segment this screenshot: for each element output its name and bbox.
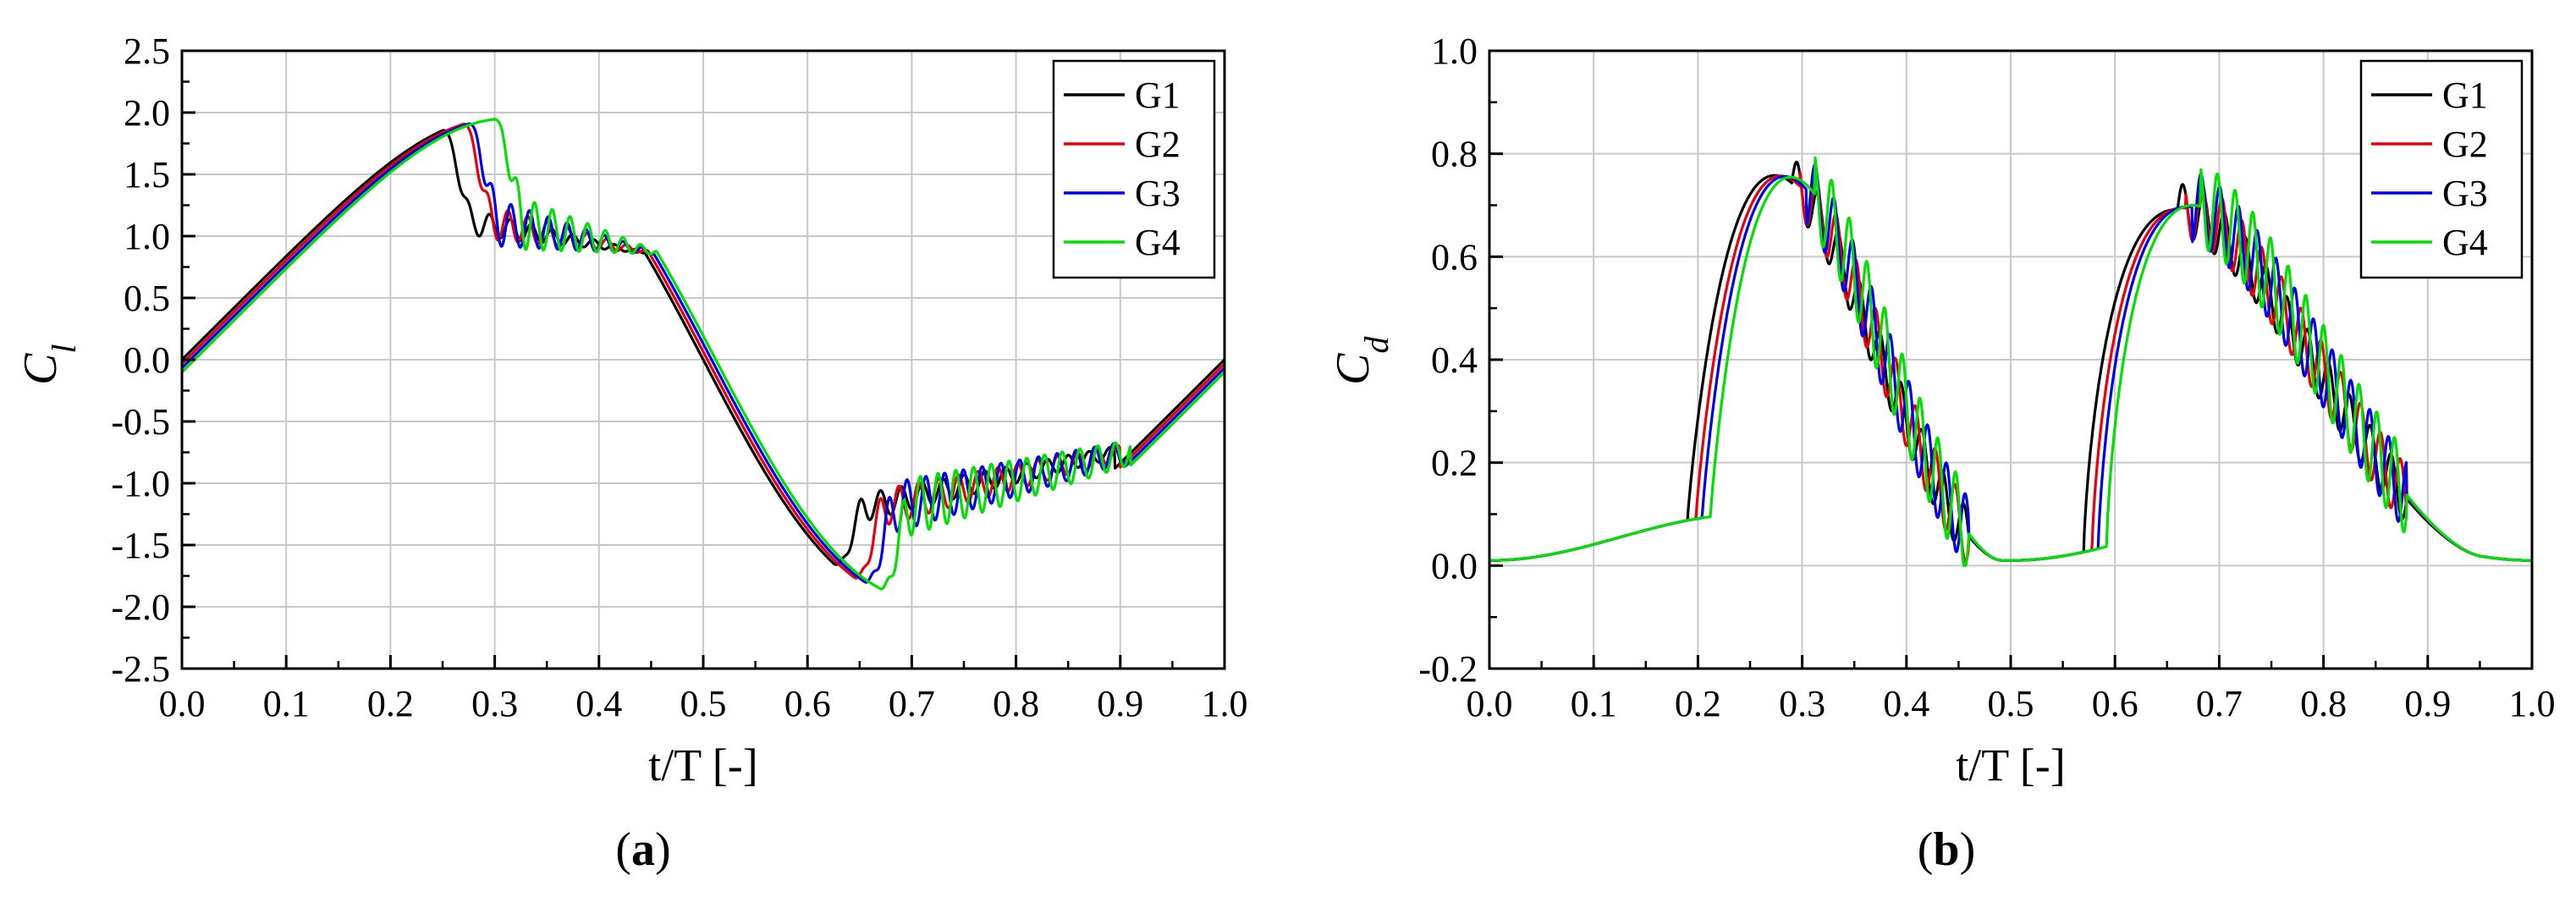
x-axis-label: t/T [-]	[1956, 740, 2065, 790]
series-line-g4	[180, 118, 1226, 591]
legend-label-g4: G4	[2442, 222, 2488, 263]
legend: G1 G2 G3 G4	[1052, 59, 1216, 279]
y-tick-label: -1.5	[111, 525, 170, 566]
x-tick-label: 1.0	[1202, 683, 1248, 724]
y-tick-label: 2.0	[124, 92, 170, 134]
ticks: 0.0 0.1 0.2 0.3 0.4 0.5 0.6 0.7 0.8 0.9 1.0-0.20.0…	[1418, 30, 2555, 724]
panel-b-letter: b	[1933, 823, 1959, 876]
y-tick-label: 1.0	[124, 216, 170, 257]
x-tick-label: 0.1	[263, 683, 310, 724]
panel-a-letter: a	[631, 823, 655, 876]
y-tick-label: 0.4	[1431, 339, 1478, 381]
x-axis-label: t/T [-]	[648, 740, 757, 790]
y-axis-label: Cd	[1327, 336, 1395, 385]
x-tick-label: 0.4	[575, 683, 622, 724]
y-tick-label: -1.0	[111, 463, 170, 504]
y-tick-label: 0.2	[1431, 443, 1478, 484]
x-tick-label: 0.5	[680, 683, 727, 724]
x-tick-label: 0.0	[159, 683, 206, 724]
x-tick-label: 0.2	[367, 683, 414, 724]
x-tick-label: 0.9	[1097, 683, 1143, 724]
x-tick-label: 0.3	[1779, 683, 1825, 724]
y-tick-label: 1.0	[1431, 30, 1478, 72]
y-tick-label: -0.5	[111, 401, 170, 443]
y-axis-label-main: C	[1327, 353, 1379, 385]
x-tick-label: 0.1	[1571, 683, 1617, 724]
y-tick-label: 1.5	[124, 154, 170, 195]
y-tick-label: 0.6	[1431, 236, 1478, 278]
legend-label-g3: G3	[2442, 173, 2488, 214]
y-tick-label: -0.2	[1418, 648, 1478, 690]
ticks: 0.0 0.1 0.2 0.3 0.4 0.5 0.6 0.7 0.8 0.9 1.0 -2.5 -2.…	[111, 30, 1247, 724]
panel-a-caption: (a)	[615, 823, 670, 876]
x-tick-label: 0.6	[784, 683, 831, 724]
x-tick-label: 0.8	[993, 683, 1039, 724]
x-tick-label: 0.6	[2092, 683, 2138, 724]
legend-label-g1: G1	[1135, 74, 1181, 116]
x-tick-label: 0.0	[1467, 683, 1513, 724]
x-tick-label: 0.2	[1675, 683, 1721, 724]
y-axis-label-sub: d	[1357, 336, 1395, 354]
y-tick-label: -2.0	[111, 586, 170, 628]
series-group	[1489, 156, 2533, 567]
y-tick-label: 0.0	[124, 339, 170, 381]
legend: G1 G2 G3 G4	[2359, 59, 2524, 279]
legend-label-g2: G2	[2442, 124, 2488, 165]
y-tick-label: -2.5	[111, 648, 170, 690]
x-tick-label: 0.4	[1883, 683, 1929, 724]
x-tick-label: 0.7	[889, 683, 935, 724]
y-tick-label: 0.0	[1431, 545, 1478, 586]
legend-label-g2: G2	[1135, 124, 1181, 165]
legend-label-g1: G1	[2442, 74, 2488, 116]
panel-a-chart: 0.0 0.1 0.2 0.3 0.4 0.5 0.6 0.7 0.8 0.9 1.0 -2.5 -2.…	[14, 30, 1248, 790]
x-tick-label: 0.7	[2196, 683, 2243, 724]
legend-label-g4: G4	[1135, 222, 1181, 263]
series-line-g4	[1489, 156, 2533, 567]
series-line-g1	[180, 129, 1226, 566]
x-tick-label: 0.3	[471, 683, 518, 724]
series-group	[180, 118, 1226, 591]
y-axis-label-sub: l	[45, 344, 83, 354]
panel-b-chart: 0.0 0.1 0.2 0.3 0.4 0.5 0.6 0.7 0.8 0.9 1.0-0.20.0…	[1327, 30, 2556, 790]
legend-label-g3: G3	[1135, 173, 1181, 214]
x-tick-label: 1.0	[2509, 683, 2556, 724]
y-tick-label: 2.5	[124, 30, 170, 72]
x-tick-label: 0.9	[2404, 683, 2451, 724]
panel-b-caption: (b)	[1918, 823, 1975, 876]
x-tick-label: 0.5	[1988, 683, 2034, 724]
x-tick-label: 0.8	[2300, 683, 2347, 724]
y-tick-label: 0.5	[124, 278, 170, 319]
y-axis-label: Cl	[14, 344, 83, 385]
y-axis-label-main: C	[14, 353, 67, 385]
y-tick-label: 0.8	[1431, 134, 1478, 175]
